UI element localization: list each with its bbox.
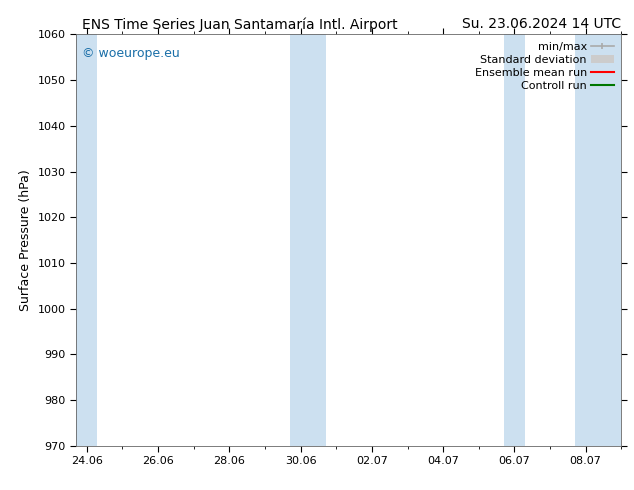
Bar: [504, 34, 525, 446]
Bar: [290, 34, 325, 446]
Bar: [76, 34, 98, 446]
Bar: [575, 34, 621, 446]
Legend: min/max, Standard deviation, Ensemble mean run, Controll run: min/max, Standard deviation, Ensemble me…: [472, 40, 616, 93]
Title: ENS Time Series Juan Santamaría Intl. Airport    Su. 23.06.2024 14 UTC: ENS Time Series Juan Santamaría Intl. Ai…: [0, 489, 1, 490]
Y-axis label: Surface Pressure (hPa): Surface Pressure (hPa): [19, 169, 32, 311]
Text: Su. 23.06.2024 14 UTC: Su. 23.06.2024 14 UTC: [462, 17, 621, 31]
Text: © woeurope.eu: © woeurope.eu: [82, 47, 179, 60]
Text: ENS Time Series Juan Santamaría Intl. Airport: ENS Time Series Juan Santamaría Intl. Ai…: [82, 17, 398, 32]
